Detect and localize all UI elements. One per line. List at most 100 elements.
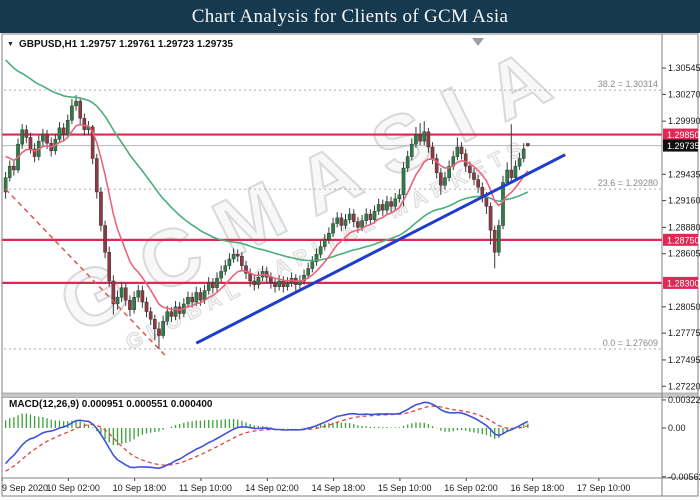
candle xyxy=(57,127,62,140)
candle xyxy=(90,126,95,159)
candle xyxy=(202,290,207,301)
candle xyxy=(78,100,83,119)
candle xyxy=(314,253,319,263)
candle xyxy=(488,206,493,231)
candle xyxy=(148,311,153,320)
fib-level-label: 38.2 = 1.30314 xyxy=(598,79,658,89)
candle xyxy=(364,213,369,221)
candle xyxy=(422,131,427,142)
candle xyxy=(24,129,29,138)
current-price-badge xyxy=(663,139,698,152)
candle xyxy=(302,275,306,282)
candle xyxy=(360,220,364,228)
candle xyxy=(447,165,451,178)
slow-ma-line xyxy=(5,59,529,262)
page-title: Chart Analysis for Clients of GCM Asia xyxy=(191,5,509,27)
candle xyxy=(140,290,145,303)
candle xyxy=(153,319,157,330)
level-price-badge xyxy=(663,128,698,141)
time-axis-label: 15 Sep 10:00 xyxy=(378,483,432,493)
candle xyxy=(397,194,402,199)
candle xyxy=(285,282,290,287)
price-axis-label: 1.30545 xyxy=(668,63,700,73)
candle xyxy=(459,146,464,154)
candle xyxy=(439,172,443,186)
candle xyxy=(389,201,393,207)
candle xyxy=(310,261,315,269)
level-badge-text: 1.29850 xyxy=(667,130,700,140)
candle xyxy=(497,225,501,253)
candle xyxy=(376,204,381,212)
candle xyxy=(161,320,165,336)
candle xyxy=(82,118,87,130)
price-axis-label: 1.27220 xyxy=(668,381,700,391)
price-axis-label: 1.28880 xyxy=(668,222,700,232)
symbol-ohlc-label: ▼ GBPUSD,H1 1.29757 1.29761 1.29723 1.29… xyxy=(7,39,233,50)
candle xyxy=(173,306,178,317)
candle xyxy=(244,265,248,274)
macd-axis-label: -0.005621 xyxy=(668,472,700,482)
time-axis-label: 10 Sep 02:00 xyxy=(46,483,100,493)
price-axis-label: 1.27495 xyxy=(668,355,700,365)
candle xyxy=(372,210,377,220)
ascending-support-trendline[interactable] xyxy=(195,153,566,345)
candle xyxy=(128,299,132,310)
candle xyxy=(505,169,509,183)
candle xyxy=(65,120,70,135)
candle xyxy=(94,158,99,193)
candle xyxy=(165,311,170,322)
candle xyxy=(343,219,348,226)
candle xyxy=(526,143,530,146)
candle xyxy=(211,282,215,288)
chart-canvas: 38.2 = 1.30314 23.6 = 1.29280 0.0 = 1.2760… xyxy=(1,33,700,497)
candle xyxy=(339,217,344,226)
time-axis-label: 17 Sep 10:00 xyxy=(577,483,631,493)
time-axis-label: 14 Sep 02:00 xyxy=(245,483,299,493)
candle xyxy=(318,246,323,255)
candle xyxy=(513,165,518,178)
candle xyxy=(32,148,37,157)
candle xyxy=(281,280,286,287)
candle xyxy=(186,297,190,305)
macd-axis-label: 0.003224 xyxy=(668,395,700,405)
candle xyxy=(455,146,460,157)
candle xyxy=(111,280,116,305)
chart-shift-marker-icon xyxy=(472,38,484,46)
candle xyxy=(194,292,199,303)
candle xyxy=(7,165,12,178)
descending-dashed-trendline[interactable] xyxy=(5,188,168,359)
expander-chevron-icon[interactable]: ▼ xyxy=(7,41,14,48)
current-price-badge-text: 1.29735 xyxy=(667,141,700,151)
candle xyxy=(99,191,103,226)
candle xyxy=(521,148,526,159)
candle xyxy=(430,146,435,159)
candle xyxy=(107,252,112,282)
candle xyxy=(198,292,203,301)
price-axis-label: 1.29160 xyxy=(668,196,700,206)
candle xyxy=(322,239,327,247)
level-price-badge xyxy=(663,276,698,289)
candle xyxy=(273,282,277,287)
candle xyxy=(41,134,45,142)
candle xyxy=(401,167,406,196)
candle xyxy=(434,158,439,174)
candle xyxy=(240,255,244,266)
symbol-ohlc-text: GBPUSD,H1 1.29757 1.29761 1.29723 1.2973… xyxy=(18,39,233,50)
candle xyxy=(472,172,476,180)
pane-splitter[interactable] xyxy=(1,392,699,398)
time-axis-label: 11 Sep 10:00 xyxy=(179,483,232,493)
time-axis-label: 16 Sep 02:00 xyxy=(444,483,498,493)
candle xyxy=(215,277,219,288)
candle xyxy=(74,100,78,107)
macd-axis-label: 0.00 xyxy=(668,423,686,433)
candle xyxy=(157,328,161,336)
candle xyxy=(61,127,66,135)
candle xyxy=(256,276,261,286)
candle xyxy=(335,217,340,224)
candle xyxy=(45,134,49,144)
candle xyxy=(115,297,120,305)
candle xyxy=(144,301,149,312)
candle xyxy=(327,232,331,241)
time-axis-label: 10 Sep 18:00 xyxy=(113,483,167,493)
macd-signal-line xyxy=(5,405,529,472)
